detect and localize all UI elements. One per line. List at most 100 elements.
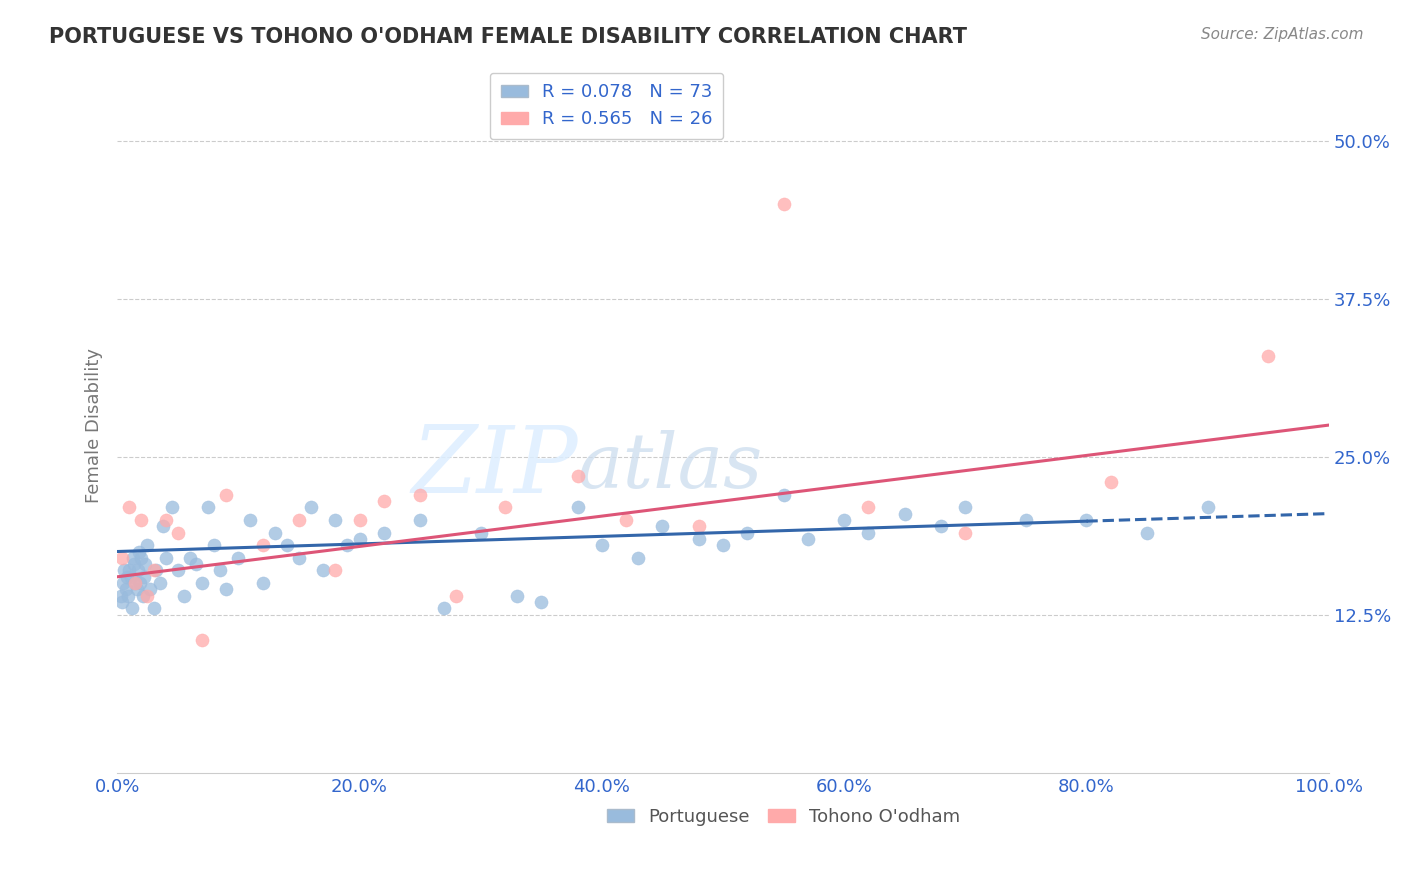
Point bbox=[136, 589, 159, 603]
Text: Source: ZipAtlas.com: Source: ZipAtlas.com bbox=[1201, 27, 1364, 42]
Point bbox=[772, 197, 794, 211]
Point bbox=[114, 564, 136, 578]
Point bbox=[711, 538, 734, 552]
Legend: Portuguese, Tohono O'odham: Portuguese, Tohono O'odham bbox=[599, 801, 967, 833]
Point bbox=[797, 532, 820, 546]
Point bbox=[184, 557, 207, 571]
Point bbox=[506, 589, 529, 603]
Point bbox=[893, 507, 915, 521]
Point bbox=[323, 513, 346, 527]
Point bbox=[349, 532, 371, 546]
Point bbox=[1076, 513, 1098, 527]
Point bbox=[955, 525, 977, 540]
Point bbox=[160, 500, 183, 515]
Point bbox=[323, 564, 346, 578]
Point bbox=[149, 576, 172, 591]
Point bbox=[858, 500, 880, 515]
Point bbox=[166, 564, 188, 578]
Point bbox=[215, 488, 238, 502]
Point bbox=[614, 513, 637, 527]
Point bbox=[191, 576, 214, 591]
Point bbox=[772, 488, 794, 502]
Point bbox=[120, 570, 142, 584]
Point bbox=[111, 550, 134, 565]
Point bbox=[567, 468, 589, 483]
Point bbox=[373, 525, 395, 540]
Point bbox=[955, 500, 977, 515]
Y-axis label: Female Disability: Female Disability bbox=[86, 348, 103, 502]
Point bbox=[114, 582, 136, 597]
Point bbox=[197, 500, 219, 515]
Point bbox=[139, 582, 162, 597]
Point bbox=[124, 576, 146, 591]
Point bbox=[134, 557, 156, 571]
Point bbox=[688, 519, 710, 533]
Point bbox=[142, 564, 165, 578]
Point bbox=[121, 601, 143, 615]
Text: atlas: atlas bbox=[578, 430, 763, 504]
Point bbox=[142, 601, 165, 615]
Point bbox=[239, 513, 262, 527]
Point bbox=[127, 564, 149, 578]
Text: PORTUGUESE VS TOHONO O'ODHAM FEMALE DISABILITY CORRELATION CHART: PORTUGUESE VS TOHONO O'ODHAM FEMALE DISA… bbox=[49, 27, 967, 46]
Point bbox=[433, 601, 456, 615]
Point bbox=[202, 538, 225, 552]
Point bbox=[299, 500, 322, 515]
Point bbox=[373, 494, 395, 508]
Point bbox=[115, 570, 138, 584]
Point bbox=[470, 525, 492, 540]
Point bbox=[567, 500, 589, 515]
Point bbox=[179, 550, 201, 565]
Point bbox=[336, 538, 359, 552]
Point bbox=[122, 550, 145, 565]
Point bbox=[125, 582, 148, 597]
Point bbox=[191, 632, 214, 647]
Point bbox=[112, 576, 135, 591]
Point bbox=[494, 500, 516, 515]
Point bbox=[1099, 475, 1122, 489]
Point bbox=[131, 550, 153, 565]
Point bbox=[1136, 525, 1159, 540]
Point bbox=[832, 513, 855, 527]
Point bbox=[209, 564, 232, 578]
Point bbox=[252, 576, 274, 591]
Point bbox=[276, 538, 298, 552]
Point bbox=[263, 525, 285, 540]
Point bbox=[145, 564, 167, 578]
Point bbox=[627, 550, 650, 565]
Point bbox=[530, 595, 553, 609]
Point bbox=[252, 538, 274, 552]
Point bbox=[215, 582, 238, 597]
Point bbox=[288, 513, 311, 527]
Point bbox=[117, 589, 139, 603]
Point bbox=[128, 544, 150, 558]
Point bbox=[446, 589, 468, 603]
Point bbox=[118, 500, 141, 515]
Point bbox=[228, 550, 250, 565]
Point bbox=[929, 519, 952, 533]
Point bbox=[132, 570, 155, 584]
Point bbox=[136, 538, 159, 552]
Point bbox=[131, 589, 153, 603]
Point bbox=[651, 519, 673, 533]
Point bbox=[118, 564, 141, 578]
Point bbox=[155, 513, 177, 527]
Point bbox=[122, 557, 145, 571]
Point bbox=[858, 525, 880, 540]
Point bbox=[1015, 513, 1038, 527]
Point bbox=[124, 576, 146, 591]
Point bbox=[155, 550, 177, 565]
Point bbox=[173, 589, 195, 603]
Point bbox=[288, 550, 311, 565]
Point bbox=[166, 525, 188, 540]
Point bbox=[349, 513, 371, 527]
Point bbox=[110, 589, 132, 603]
Point bbox=[688, 532, 710, 546]
Point bbox=[152, 519, 174, 533]
Point bbox=[409, 513, 432, 527]
Point bbox=[409, 488, 432, 502]
Point bbox=[591, 538, 613, 552]
Point bbox=[312, 564, 335, 578]
Point bbox=[129, 576, 152, 591]
Point bbox=[1257, 349, 1279, 363]
